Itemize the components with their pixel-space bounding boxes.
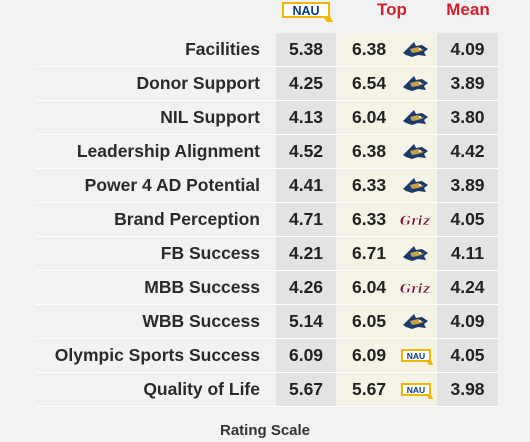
bobcat-logo (400, 40, 430, 60)
svg-text:Griz: Griz (400, 214, 430, 229)
nau-value: 4.71 (276, 203, 336, 236)
bobcat-logo (400, 108, 430, 128)
category-label: FB Success (160, 243, 260, 263)
bobcat-logo (400, 142, 430, 162)
nau-value: 4.26 (276, 271, 336, 304)
mean-value: 4.05 (437, 339, 498, 372)
nau-value: 4.25 (276, 67, 336, 100)
griz-logo: Griz (400, 210, 431, 230)
top-value: 6.04 (352, 107, 387, 127)
table-row: Power 4 AD Potential 4.41 6.33 3.89 (36, 169, 498, 203)
table-row: Brand Perception 4.71 6.33 Griz 4.05 (36, 203, 498, 237)
top-value: 6.54 (352, 73, 387, 93)
nau-value: 4.13 (276, 101, 336, 134)
mean-value: 4.11 (437, 237, 498, 270)
top-cell: 6.04 (337, 101, 436, 134)
mean-value: 3.89 (437, 67, 498, 100)
top-cell: 6.09 NAU (337, 339, 436, 372)
mean-value: 3.80 (437, 101, 498, 134)
ratings-table: Facilities 5.38 6.38 4.09 Donor Support 4.25 6… (36, 33, 498, 407)
category-label: MBB Success (144, 277, 260, 297)
bobcat-logo (400, 312, 430, 332)
rating-scale-label: Rating Scale (219, 422, 311, 439)
griz-logo: Griz (400, 278, 431, 298)
category-label: NIL Support (160, 107, 260, 127)
top-value: 6.04 (352, 277, 387, 297)
top-cell: 6.33 (337, 169, 436, 202)
nau-value: 4.21 (276, 237, 336, 270)
top-value: 6.09 (352, 345, 387, 365)
top-value: 6.33 (352, 209, 387, 229)
table-row: Facilities 5.38 6.38 4.09 (36, 33, 498, 67)
top-value: 6.71 (352, 243, 387, 263)
top-cell: 6.38 (337, 33, 436, 66)
category-label: Donor Support (136, 73, 260, 93)
mean-value: 4.09 (437, 33, 498, 66)
top-header: Top (377, 0, 407, 19)
nau-logo: NAU (400, 346, 433, 366)
top-value: 5.67 (352, 379, 387, 399)
nau-logo-text: NAU (292, 4, 319, 18)
bobcat-logo (400, 176, 430, 196)
bobcat-logo (400, 244, 430, 264)
top-cell: 6.04 Griz (337, 271, 436, 304)
svg-text:NAU: NAU (407, 351, 425, 361)
nau-value: 5.38 (276, 33, 336, 66)
top-cell: 6.54 (337, 67, 436, 100)
svg-text:Griz: Griz (400, 282, 430, 297)
mean-value: 4.05 (437, 203, 498, 236)
nau-value: 4.52 (276, 135, 336, 168)
category-label: Facilities (185, 39, 260, 59)
nau-value: 4.41 (276, 169, 336, 202)
category-label: Leadership Alignment (76, 141, 260, 161)
table-row: Olympic Sports Success 6.09 6.09 NAU 4.05 (36, 339, 498, 373)
table-row: Donor Support 4.25 6.54 3.89 (36, 67, 498, 101)
category-label: WBB Success (142, 311, 260, 331)
category-label: Brand Perception (114, 209, 260, 229)
table-header: NAU Top Mean (0, 0, 530, 30)
top-cell: 6.38 (337, 135, 436, 168)
top-cell: 6.71 (337, 237, 436, 270)
nau-value: 5.67 (276, 373, 336, 406)
mean-value: 3.89 (437, 169, 498, 202)
nau-value: 6.09 (276, 339, 336, 372)
top-value: 6.05 (352, 311, 387, 331)
svg-text:NAU: NAU (407, 385, 425, 395)
table-row: Leadership Alignment 4.52 6.38 4.42 (36, 135, 498, 169)
mean-header: Mean (446, 0, 490, 19)
table-row: NIL Support 4.13 6.04 3.80 (36, 101, 498, 135)
top-cell: 6.33 Griz (337, 203, 436, 236)
top-cell: 5.67 NAU (337, 373, 436, 406)
mean-value: 3.98 (437, 373, 498, 406)
nau-logo: NAU (400, 380, 433, 400)
top-cell: 6.05 (337, 305, 436, 338)
table-row: Quality of Life 5.67 5.67 NAU 3.98 (36, 373, 498, 407)
table-row: WBB Success 5.14 6.05 4.09 (36, 305, 498, 339)
mean-value: 4.42 (437, 135, 498, 168)
mean-value: 4.09 (437, 305, 498, 338)
category-label: Olympic Sports Success (54, 345, 260, 365)
top-value: 6.38 (352, 39, 387, 59)
bobcat-logo (400, 74, 430, 94)
category-label: Power 4 AD Potential (84, 175, 260, 195)
top-value: 6.33 (352, 175, 387, 195)
nau-header-logo: NAU (277, 0, 337, 24)
table-row: FB Success 4.21 6.71 4.11 (36, 237, 498, 271)
table-row: MBB Success 4.26 6.04 Griz 4.24 (36, 271, 498, 305)
top-value: 6.38 (352, 141, 387, 161)
category-label: Quality of Life (143, 379, 260, 399)
nau-value: 5.14 (276, 305, 336, 338)
mean-value: 4.24 (437, 271, 498, 304)
